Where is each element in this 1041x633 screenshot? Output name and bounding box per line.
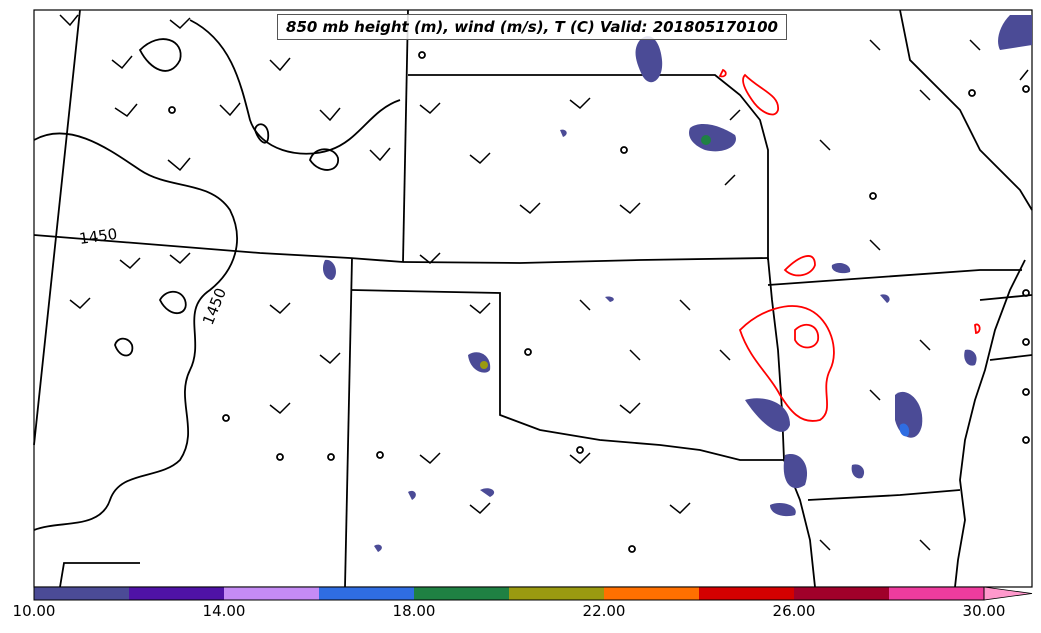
colorbar-extension — [983, 586, 1033, 601]
colorbar-tick-label: 14.00 — [202, 602, 246, 620]
contour-label-1: 1450 — [78, 225, 118, 248]
colorbar-segment — [889, 587, 985, 600]
colorbar — [33, 586, 1033, 601]
colorbar-segment — [129, 587, 225, 600]
precip-fill — [322, 15, 1032, 552]
colorbar-tick-label: 10.00 — [12, 602, 56, 620]
colorbar-segment — [34, 587, 130, 600]
height-contours — [33, 19, 1030, 553]
colorbar-segment — [319, 587, 415, 600]
colorbar-segment — [794, 587, 890, 600]
colorbar-tick-label: 22.00 — [582, 602, 626, 620]
wind-barbs — [59, 14, 1029, 551]
colorbar-segment — [604, 587, 700, 600]
map-title: 850 mb height (m), wind (m/s), T (C) Val… — [277, 14, 787, 40]
colorbar-outline — [33, 586, 985, 601]
colorbar-segment — [414, 587, 510, 600]
colorbar-segment — [509, 587, 605, 600]
colorbar-segment — [224, 587, 320, 600]
colorbar-tick-label: 30.00 — [962, 602, 1006, 620]
colorbar-segment — [699, 587, 795, 600]
colorbar-tick-label: 26.00 — [772, 602, 816, 620]
colorbar-tick-label: 18.00 — [392, 602, 436, 620]
